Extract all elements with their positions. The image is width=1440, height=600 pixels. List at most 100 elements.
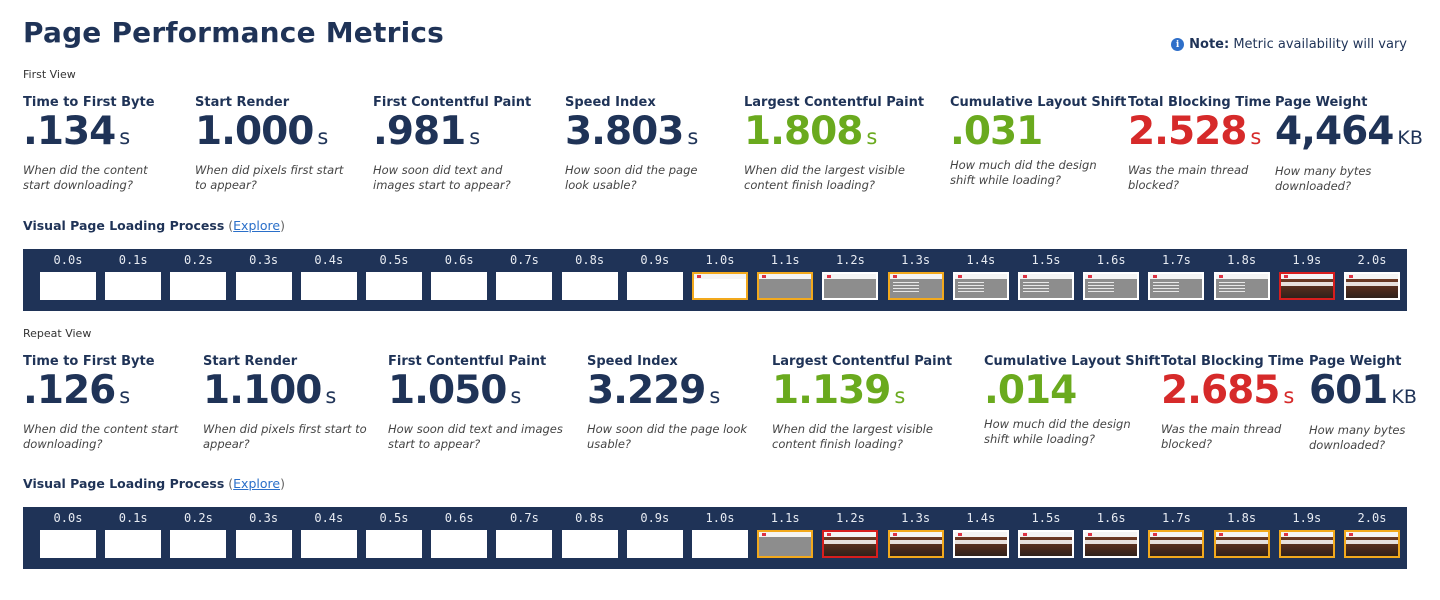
filmstrip-frame[interactable]: 2.0s [1340,249,1404,311]
frame-thumbnail[interactable] [1278,530,1335,558]
filmstrip-frame[interactable]: 0.5s [362,507,426,569]
frame-thumbnail[interactable] [431,272,488,300]
frame-thumbnail[interactable] [170,272,227,300]
filmstrip-frame[interactable]: 0.1s [101,507,165,569]
frame-thumbnail[interactable] [300,530,357,558]
filmstrip-frame[interactable]: 0.7s [492,507,556,569]
frame-thumbnail[interactable] [1148,272,1205,300]
frame-thumbnail[interactable] [1018,272,1074,300]
filmstrip-frame[interactable]: 1.7s [1144,507,1208,569]
metric-time-to-first-byte: Time to First Byte .134 s When did the cont… [23,95,155,193]
filmstrip-frame[interactable]: 0.6s [427,249,491,311]
filmstrip-frame[interactable]: 1.6s [1079,507,1143,569]
filmstrip-frame[interactable]: 1.5s [1014,507,1078,569]
frame-thumbnail[interactable] [822,530,879,558]
frame-thumbnail[interactable] [300,272,357,300]
first-view-strip-heading: Visual Page Loading Process (Explore) [23,218,285,233]
filmstrip-frame[interactable]: 0.4s [297,507,361,569]
frame-time: 1.3s [901,511,931,525]
filmstrip-frame[interactable]: 2.0s [1340,507,1404,569]
filmstrip-frame[interactable]: 1.3s [884,249,948,311]
frame-thumbnail[interactable] [561,530,618,558]
filmstrip-frame[interactable]: 1.1s [753,249,817,311]
frame-thumbnail[interactable] [1344,530,1400,558]
frame-thumbnail[interactable] [887,530,944,558]
metric-label: Time to First Byte [23,95,155,110]
metric-speed-index: Speed Index 3.803 s How soon did the page lo… [565,95,698,193]
frame-time: 1.0s [705,511,735,525]
first-view-filmstrip[interactable]: 0.0s 0.1s 0.2s 0.3s 0.4s 0.5s 0.6s 0.7s 0.8s 0.9s… [23,249,1407,311]
filmstrip-frame[interactable]: 0.9s [623,507,687,569]
metric-value: 1.808 s [744,111,924,158]
filmstrip-frame[interactable]: 1.8s [1210,507,1274,569]
filmstrip-frame[interactable]: 0.2s [166,249,230,311]
frame-thumbnail[interactable] [235,530,292,558]
frame-time: 2.0s [1357,253,1387,267]
frame-thumbnail[interactable] [561,272,618,300]
filmstrip-frame[interactable]: 1.3s [884,507,948,569]
repeat-view-label: Repeat View [23,327,92,340]
filmstrip-frame[interactable]: 0.2s [166,507,230,569]
frame-thumbnail[interactable] [496,272,553,300]
frame-thumbnail[interactable] [1278,272,1335,300]
frame-thumbnail[interactable] [626,272,683,300]
filmstrip-frame[interactable]: 1.6s [1079,249,1143,311]
filmstrip-frame[interactable]: 1.8s [1210,249,1274,311]
frame-thumbnail[interactable] [757,530,814,558]
frame-thumbnail[interactable] [1083,272,1140,300]
filmstrip-frame[interactable]: 1.0s [688,507,752,569]
filmstrip-frame[interactable]: 1.5s [1014,249,1078,311]
frame-thumbnail[interactable] [105,530,162,558]
frame-thumbnail[interactable] [366,272,422,300]
metric-desc-line: How soon did the page look [587,422,748,436]
frame-thumbnail[interactable] [40,530,96,558]
frame-thumbnail[interactable] [692,530,748,558]
frame-thumbnail[interactable] [1083,530,1140,558]
filmstrip-frame[interactable]: 1.2s [818,249,882,311]
metric-value: 1.050 s [388,370,563,417]
explore-link[interactable]: Explore [233,476,281,491]
metric-unit: s [325,384,337,408]
frame-thumbnail[interactable] [170,530,227,558]
frame-thumbnail[interactable] [952,530,1009,558]
frame-thumbnail[interactable] [1018,530,1074,558]
filmstrip-frame[interactable]: 1.4s [949,249,1013,311]
filmstrip-frame[interactable]: 0.8s [558,249,622,311]
explore-link[interactable]: Explore [233,218,281,233]
filmstrip-frame[interactable]: 0.5s [362,249,426,311]
frame-thumbnail[interactable] [431,530,488,558]
filmstrip-frame[interactable]: 0.4s [297,249,361,311]
frame-thumbnail[interactable] [952,272,1009,300]
filmstrip-frame[interactable]: 0.9s [623,249,687,311]
frame-thumbnail[interactable] [40,272,96,300]
frame-thumbnail[interactable] [366,530,422,558]
filmstrip-frame[interactable]: 1.4s [949,507,1013,569]
filmstrip-frame[interactable]: 0.1s [101,249,165,311]
frame-thumbnail[interactable] [1213,530,1270,558]
filmstrip-frame[interactable]: 0.8s [558,507,622,569]
filmstrip-frame[interactable]: 0.6s [427,507,491,569]
frame-thumbnail[interactable] [757,272,814,300]
filmstrip-frame[interactable]: 0.0s [36,507,100,569]
frame-thumbnail[interactable] [1213,272,1270,300]
filmstrip-frame[interactable]: 1.1s [753,507,817,569]
filmstrip-frame[interactable]: 0.3s [232,249,296,311]
filmstrip-frame[interactable]: 0.3s [232,507,296,569]
filmstrip-frame[interactable]: 1.2s [818,507,882,569]
frame-thumbnail[interactable] [822,272,879,300]
filmstrip-frame[interactable]: 1.9s [1275,249,1339,311]
frame-thumbnail[interactable] [1148,530,1205,558]
frame-thumbnail[interactable] [887,272,944,300]
repeat-view-filmstrip[interactable]: 0.0s 0.1s 0.2s 0.3s 0.4s 0.5s 0.6s 0.7s 0.8s 0.9s… [23,507,1407,569]
filmstrip-frame[interactable]: 1.9s [1275,507,1339,569]
frame-thumbnail[interactable] [496,530,553,558]
filmstrip-frame[interactable]: 0.0s [36,249,100,311]
filmstrip-frame[interactable]: 0.7s [492,249,556,311]
frame-thumbnail[interactable] [1344,272,1400,300]
frame-thumbnail[interactable] [626,530,683,558]
filmstrip-frame[interactable]: 1.0s [688,249,752,311]
frame-thumbnail[interactable] [692,272,748,300]
frame-thumbnail[interactable] [105,272,162,300]
filmstrip-frame[interactable]: 1.7s [1144,249,1208,311]
frame-thumbnail[interactable] [235,272,292,300]
